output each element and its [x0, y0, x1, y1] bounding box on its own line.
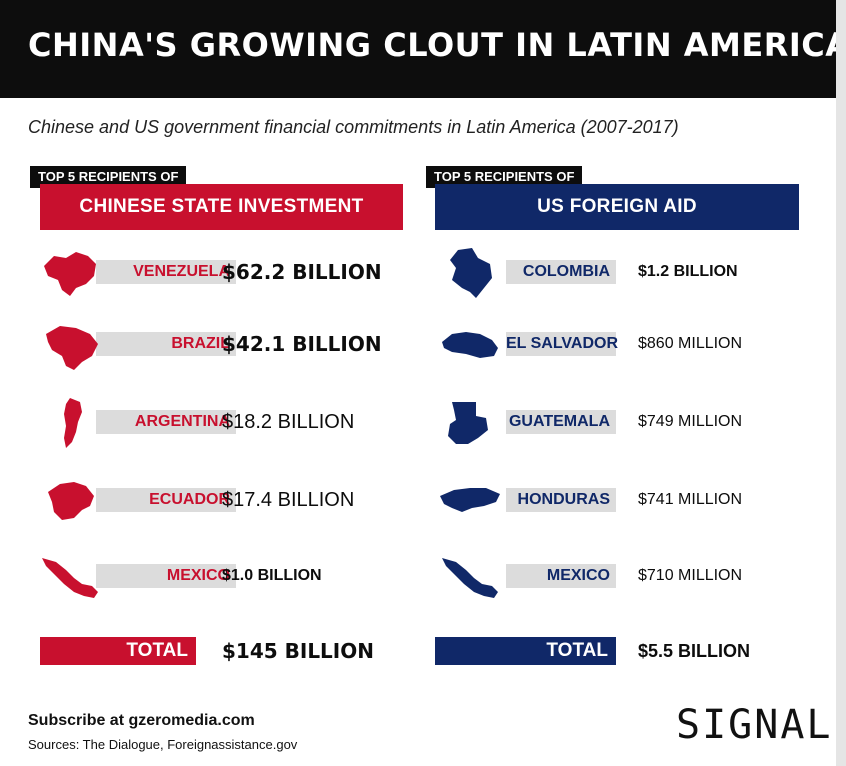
- row-bar: [96, 564, 236, 588]
- china-banner: CHINESE STATE INVESTMENT: [40, 184, 403, 230]
- country-label: COLOMBIA: [522, 263, 610, 280]
- row-bar: [506, 410, 616, 434]
- country-label: GUATEMALA: [508, 413, 610, 430]
- country-shape: [42, 558, 98, 598]
- country-shape: [64, 398, 82, 448]
- amount-label: $741 MILLION: [638, 491, 743, 508]
- right-edge-strip: [836, 0, 846, 766]
- country-shape: [46, 326, 98, 370]
- signal-logo: SIGNAL: [676, 702, 833, 748]
- country-map-icon: [442, 558, 498, 598]
- country-map-icon: [448, 402, 488, 444]
- amount-label: $1.2 BILLION: [638, 263, 738, 280]
- header-bar: CHINA'S GROWING CLOUT IN LATIN AMERICA: [0, 0, 846, 98]
- us-top5-label: TOP 5 RECIPIENTS OF: [426, 166, 583, 188]
- row-bar: [96, 488, 236, 512]
- amount-label: $17.4 BILLION: [222, 489, 355, 511]
- us-total-label: TOTAL: [435, 637, 616, 665]
- country-shape: [450, 248, 492, 298]
- page-title: CHINA'S GROWING CLOUT IN LATIN AMERICA: [28, 26, 846, 64]
- subscribe-text: Subscribe at gzeromedia.com: [28, 712, 255, 729]
- table-row: GUATEMALA $749 MILLION: [436, 394, 816, 450]
- country-label: EL SALVADOR: [506, 335, 619, 352]
- country-map-icon: [46, 326, 98, 370]
- row-bar: [96, 410, 236, 434]
- amount-label: $62.2 BILLION: [222, 260, 382, 284]
- country-label: MEXICO: [546, 567, 610, 584]
- amount-label: $42.1 BILLION: [222, 332, 382, 356]
- china-total-amount: $145 BILLION: [222, 639, 374, 663]
- table-row: MEXICO $710 MILLION: [436, 548, 816, 604]
- table-row: EL SALVADOR $860 MILLION: [436, 316, 816, 372]
- country-map-icon: [48, 482, 94, 520]
- row-bar: [506, 332, 616, 356]
- table-row: COLOMBIA $1.2 BILLION: [436, 244, 816, 300]
- table-row: ARGENTINA $18.2 BILLION: [36, 394, 416, 450]
- country-shape: [44, 252, 96, 296]
- row-bar: [506, 260, 616, 284]
- amount-label: $1.0 BILLION: [222, 567, 322, 584]
- country-map-icon: [64, 398, 82, 448]
- country-map-icon: [450, 248, 492, 298]
- us-banner: US FOREIGN AID: [435, 184, 799, 230]
- table-row: MEXICO $1.0 BILLION: [36, 548, 416, 604]
- country-shape: [442, 332, 498, 358]
- country-map-icon: [44, 252, 96, 296]
- country-label: ECUADOR: [149, 491, 230, 508]
- row-bar: [506, 564, 616, 588]
- amount-label: $749 MILLION: [638, 413, 743, 430]
- country-shape: [448, 402, 488, 444]
- table-row: VENEZUELA $62.2 BILLION: [36, 244, 416, 300]
- row-bar: [96, 332, 236, 356]
- row-bar: [96, 260, 236, 284]
- country-shape: [48, 482, 94, 520]
- table-row: HONDURAS $741 MILLION: [436, 472, 816, 528]
- country-label: BRAZIL: [171, 335, 230, 352]
- country-label: MEXICO: [166, 567, 230, 584]
- us-total-amount: $5.5 BILLION: [638, 641, 751, 661]
- country-map-icon: [42, 558, 98, 598]
- amount-label: $18.2 BILLION: [222, 411, 355, 433]
- row-bar: [506, 488, 616, 512]
- country-shape: [442, 558, 498, 598]
- subtitle: Chinese and US government financial comm…: [28, 117, 679, 137]
- country-label: VENEZUELA: [133, 263, 230, 280]
- sources-text: Sources: The Dialogue, Foreignassistance…: [28, 737, 298, 752]
- amount-label: $710 MILLION: [638, 567, 743, 584]
- country-map-icon: [440, 488, 500, 512]
- country-shape: [440, 488, 500, 512]
- country-map-icon: [442, 332, 498, 358]
- country-label: ARGENTINA: [134, 413, 230, 430]
- table-row: BRAZIL $42.1 BILLION: [36, 316, 416, 372]
- amount-label: $860 MILLION: [638, 335, 743, 352]
- country-label: HONDURAS: [517, 491, 610, 508]
- table-row: ECUADOR $17.4 BILLION: [36, 472, 416, 528]
- china-total-label: TOTAL: [40, 637, 196, 665]
- china-top5-label: TOP 5 RECIPIENTS OF: [30, 166, 187, 188]
